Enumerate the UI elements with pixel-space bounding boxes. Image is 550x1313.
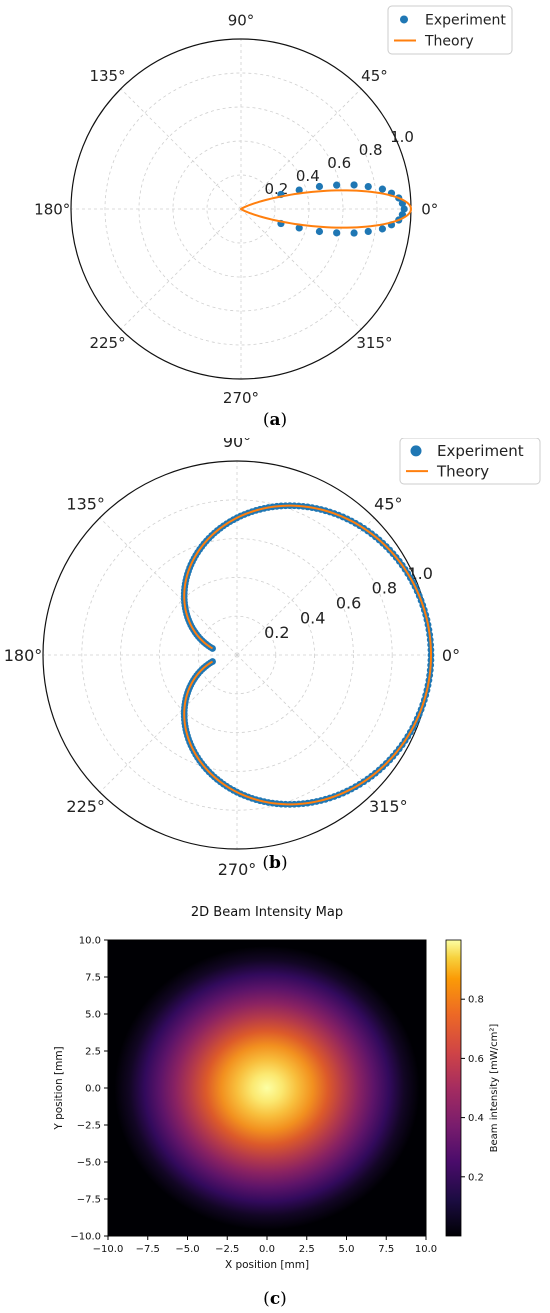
radial-tick-label: 1.0 [408,564,433,583]
panel-caption: (b) [262,853,287,873]
experiment-point [333,229,341,237]
theory-curve [240,189,413,229]
angle-tick-label: 45° [374,494,402,513]
angle-tick-label: 90° [223,438,251,451]
x-tick-label: 7.5 [378,1244,394,1255]
angle-tick-label: 225° [66,797,105,816]
experiment-point [378,185,387,193]
panel-a: 0° 45° 90° 135° 180° 225° 270° 315° 0.2 0.4 0.6 0.8… [0,0,550,438]
x-tick-label: 2.5 [299,1244,315,1255]
experiment-point [315,182,324,191]
panel-caption: (a) [263,410,287,430]
angular-gridline [120,88,242,210]
x-tick-label: −7.5 [136,1244,160,1255]
angle-tick-label: 45° [361,67,388,85]
y-tick-label: 0.0 [85,1084,101,1095]
experiment-point [295,224,303,232]
angular-gridline [236,654,375,793]
angle-tick-label: 180° [34,200,70,218]
angle-tick-label: 0° [442,646,460,665]
legend-experiment-marker [400,15,408,24]
beam-intensity-spot [114,945,420,1231]
legend: Experiment Theory [399,438,541,485]
radial-tick-label: 0.4 [300,608,325,627]
angular-gridline [99,654,238,793]
experiment-point [378,225,387,233]
y-tick-label: 7.5 [85,973,101,984]
panel-c: 2D Beam Intensity Map −10.0 −7.5 −5.0 −2.5 0.… [0,880,550,1313]
polar-chart-a: 0°45°90°135°180°225°270°315°0.20.40.60.8… [34,5,513,430]
experiment-point [364,182,372,191]
radial-gridline [158,576,315,733]
y-tick-label: 10.0 [79,936,101,947]
angle-tick-label: 135° [89,67,125,85]
legend-frame [387,5,513,55]
angle-tick-label: 225° [89,334,125,352]
y-tick-label: −5.0 [77,1158,101,1169]
x-tick-label: −2.5 [215,1244,239,1255]
x-tick-label: 10.0 [415,1244,437,1255]
colorbar-tick-label: 0.4 [468,1113,484,1124]
legend-theory-label: Theory [436,462,489,480]
angular-gridline [120,208,242,330]
y-axis-label: Y position [mm] [53,1046,65,1130]
angular-gridline [240,208,362,330]
experiment-point [364,227,372,236]
colorbar-tick-label: 0.8 [468,995,484,1006]
radial-tick-label: 0.8 [372,579,397,598]
colorbar-tick-label: 0.2 [468,1172,484,1183]
y-tick-label: −7.5 [77,1195,101,1206]
angle-tick-label: 270° [223,389,259,407]
angle-tick-label: 90° [228,12,255,30]
experiment-point [350,229,358,237]
angle-tick-label: 135° [66,494,105,513]
angle-tick-label: 315° [369,797,408,816]
panel-b: 0° 45° 90° 135° 180° 225° 270° 315° 0.2 0.4 0.6 0.8… [0,438,550,880]
colorbar [445,939,462,1237]
radial-tick-label: 1.0 [390,128,414,146]
x-axis-label: X position [mm] [225,1259,309,1271]
experiment-point [295,186,303,194]
polar-chart-b: 0° 45° 90° 135° 180° 225° 270° 315° 0.2 0.4 0.6 0.8… [4,438,541,879]
legend-theory-label: Theory [424,33,474,49]
x-tick-label: −5.0 [175,1244,199,1255]
chart-title: 2D Beam Intensity Map [191,905,343,920]
experiment-point [315,227,324,236]
theory-curve [183,504,433,806]
colorbar-label: Beam intensity [mW/cm²] [489,1024,500,1153]
legend-experiment-label: Experiment [425,12,506,28]
radial-gridline [206,174,276,244]
y-tick-label: 2.5 [85,1047,101,1058]
radial-gridline [104,72,378,346]
radial-gridline [81,499,393,811]
angle-tick-label: 315° [356,334,392,352]
experiment-point [350,181,358,189]
radial-tick-label: 0.8 [359,141,383,159]
angular-gridline [99,517,238,656]
radial-tick-label: 0.6 [327,154,351,172]
angular-gridline [236,517,375,656]
legend: Experiment Theory [387,5,513,55]
y-tick-label: 5.0 [85,1010,101,1021]
angle-tick-label: 0° [421,200,438,218]
experiment-point [400,205,408,213]
panel-caption: (c) [263,1289,287,1309]
legend-experiment-marker [410,445,422,457]
angular-gridline [240,88,362,210]
angle-tick-label: 270° [218,860,257,879]
y-tick-label: −2.5 [77,1121,101,1132]
radial-tick-label: 0.4 [296,167,320,185]
x-tick-label: 0.0 [259,1244,275,1255]
colorbar-tick-label: 0.6 [468,1054,484,1065]
radial-tick-label: 0.6 [336,593,361,612]
y-tick-label: −10.0 [70,1232,101,1243]
legend-frame [399,438,541,485]
experiment-point [333,181,341,189]
x-tick-label: −10.0 [93,1244,124,1255]
x-tick-label: 5.0 [339,1244,355,1255]
radial-tick-label: 0.2 [264,623,289,642]
legend-experiment-label: Experiment [437,442,524,460]
angle-tick-label: 180° [4,646,43,665]
heatmap-chart-c: 2D Beam Intensity Map −10.0 −7.5 −5.0 −2.5 0.… [53,905,500,1309]
